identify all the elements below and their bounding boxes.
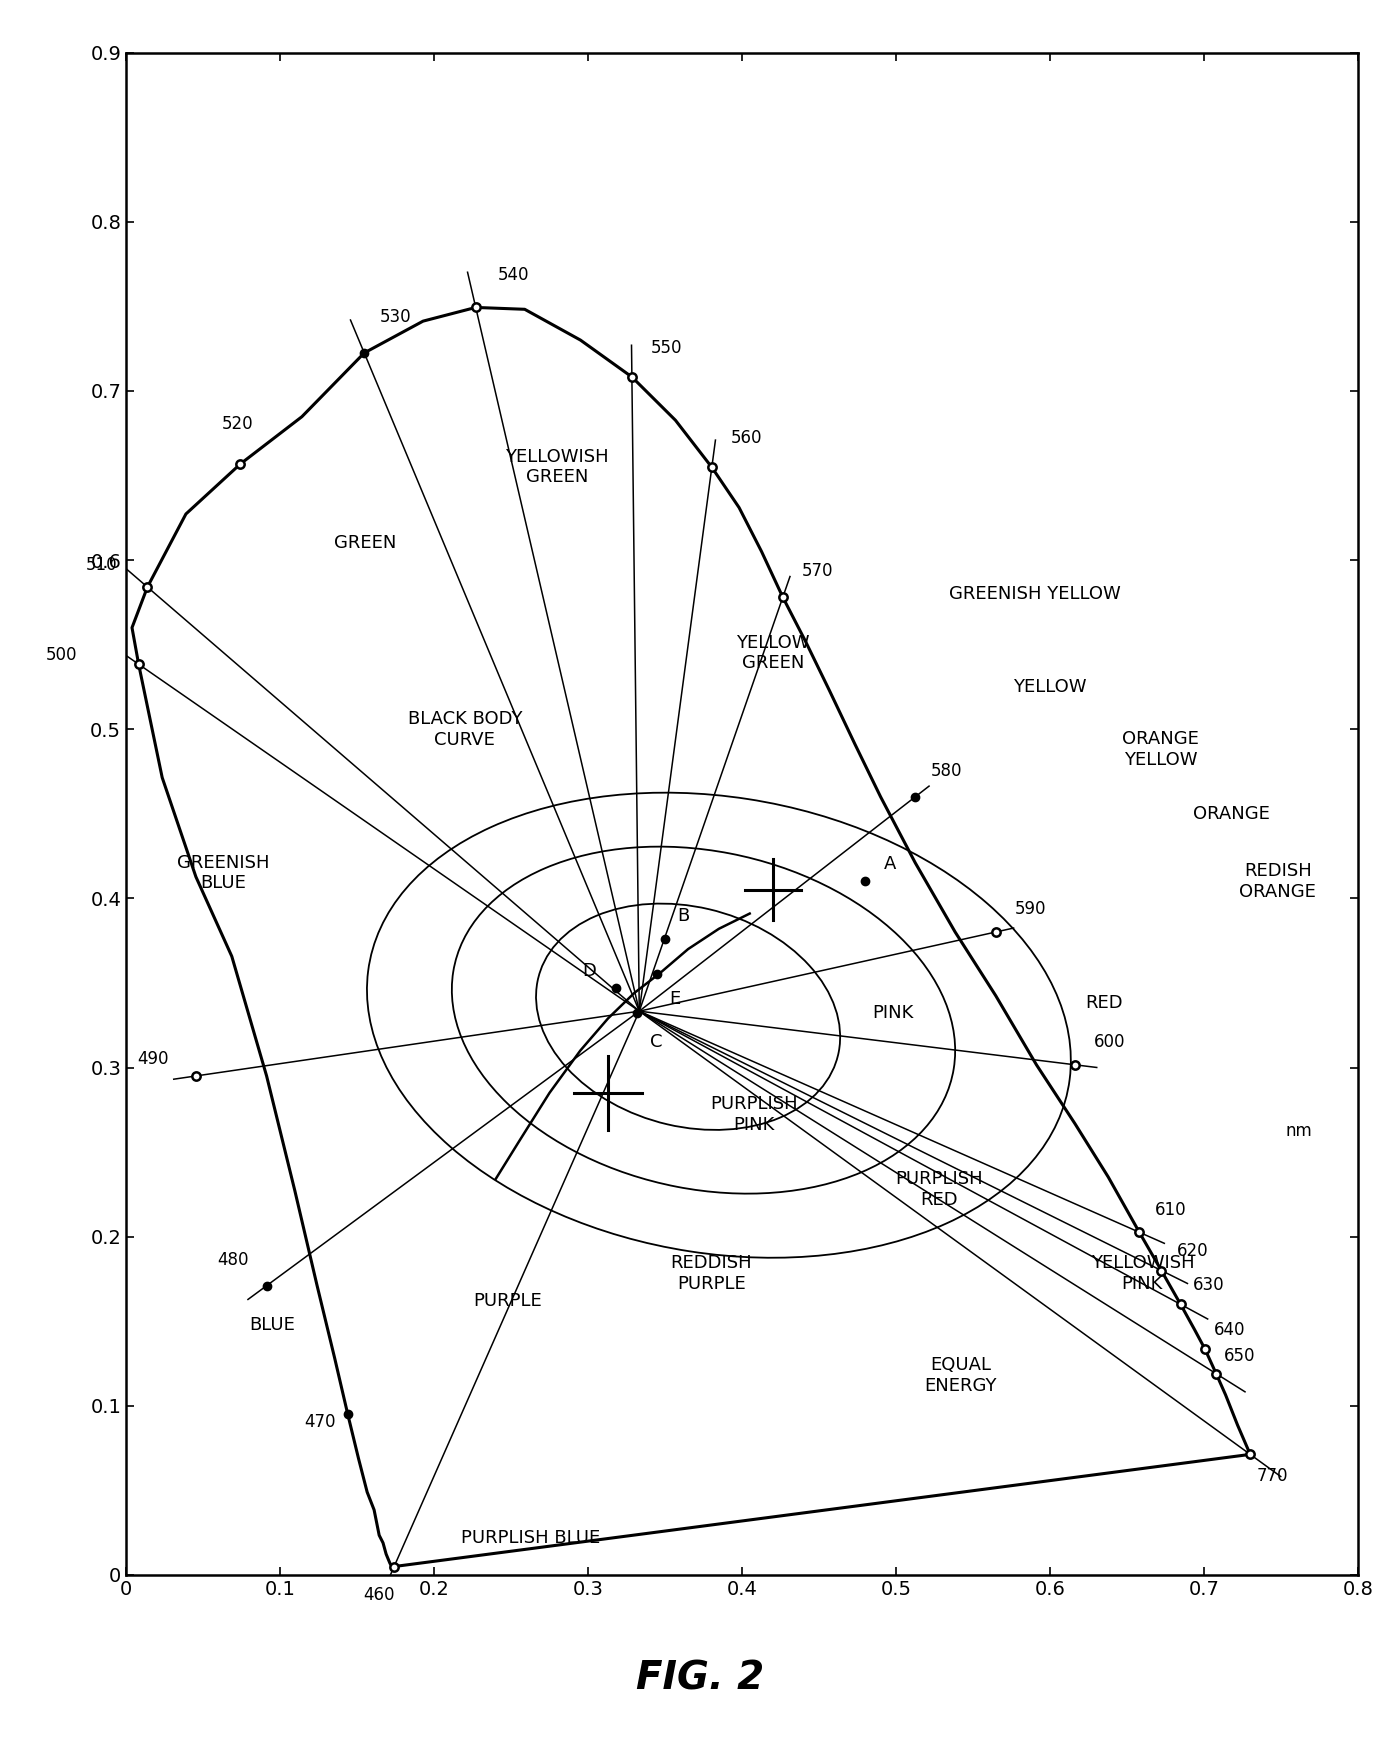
Text: 480: 480 bbox=[217, 1251, 249, 1269]
Text: 470: 470 bbox=[305, 1414, 336, 1431]
Text: 600: 600 bbox=[1093, 1032, 1126, 1052]
Text: YELLOW
GREEN: YELLOW GREEN bbox=[736, 634, 809, 672]
Text: PURPLISH
PINK: PURPLISH PINK bbox=[711, 1096, 798, 1134]
Text: PURPLISH
RED: PURPLISH RED bbox=[896, 1171, 983, 1209]
Text: YELLOWISH
GREEN: YELLOWISH GREEN bbox=[505, 448, 609, 487]
Text: ORANGE
YELLOW: ORANGE YELLOW bbox=[1123, 730, 1200, 768]
Text: PINK: PINK bbox=[872, 1004, 914, 1022]
Text: 770: 770 bbox=[1256, 1466, 1288, 1484]
Text: E: E bbox=[669, 990, 680, 1008]
Text: 590: 590 bbox=[1014, 901, 1046, 919]
Text: 510: 510 bbox=[85, 555, 118, 574]
Text: 460: 460 bbox=[364, 1586, 395, 1603]
Text: 640: 640 bbox=[1214, 1321, 1246, 1339]
Text: REDISH
ORANGE: REDISH ORANGE bbox=[1239, 863, 1316, 901]
Text: 490: 490 bbox=[137, 1050, 169, 1068]
Text: YELLOWISH
PINK: YELLOWISH PINK bbox=[1091, 1255, 1194, 1293]
Text: BLUE: BLUE bbox=[249, 1316, 295, 1334]
Text: ORANGE: ORANGE bbox=[1193, 805, 1270, 822]
Text: PURPLISH BLUE: PURPLISH BLUE bbox=[462, 1530, 601, 1547]
Text: nm: nm bbox=[1285, 1122, 1312, 1139]
Text: 580: 580 bbox=[931, 761, 962, 780]
Text: C: C bbox=[650, 1032, 662, 1050]
Text: 570: 570 bbox=[801, 562, 833, 581]
Text: 630: 630 bbox=[1193, 1276, 1225, 1295]
Text: 560: 560 bbox=[731, 429, 762, 446]
Text: REDDISH
PURPLE: REDDISH PURPLE bbox=[671, 1255, 752, 1293]
Text: FIG. 2: FIG. 2 bbox=[636, 1659, 764, 1698]
Text: D: D bbox=[582, 961, 596, 980]
Text: RED: RED bbox=[1085, 994, 1123, 1011]
Text: 500: 500 bbox=[46, 646, 78, 665]
Text: B: B bbox=[678, 908, 690, 926]
Text: BLACK BODY
CURVE: BLACK BODY CURVE bbox=[407, 710, 522, 749]
Text: PURPLE: PURPLE bbox=[473, 1292, 542, 1311]
Text: GREEN: GREEN bbox=[333, 534, 396, 551]
Text: EQUAL
ENERGY: EQUAL ENERGY bbox=[924, 1356, 997, 1395]
Text: 530: 530 bbox=[379, 308, 412, 326]
Text: 650: 650 bbox=[1224, 1348, 1256, 1365]
Text: 610: 610 bbox=[1155, 1200, 1186, 1218]
Text: A: A bbox=[883, 856, 896, 873]
Text: GREENISH
BLUE: GREENISH BLUE bbox=[176, 854, 269, 892]
Text: 620: 620 bbox=[1177, 1242, 1208, 1260]
Text: 550: 550 bbox=[651, 340, 682, 357]
Text: 540: 540 bbox=[497, 266, 529, 284]
Text: GREENISH YELLOW: GREENISH YELLOW bbox=[949, 584, 1120, 602]
Text: YELLOW: YELLOW bbox=[1014, 677, 1086, 696]
Text: 520: 520 bbox=[223, 415, 253, 434]
